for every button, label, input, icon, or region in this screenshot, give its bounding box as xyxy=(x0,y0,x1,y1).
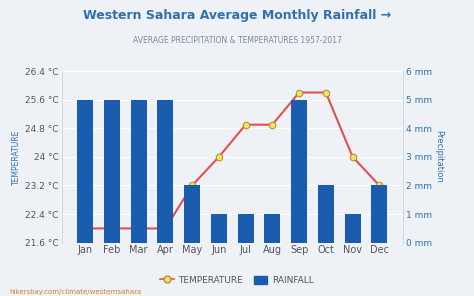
Y-axis label: TEMPERATURE: TEMPERATURE xyxy=(12,129,21,185)
Bar xyxy=(291,100,307,243)
Legend: TEMPERATURE, RAINFALL: TEMPERATURE, RAINFALL xyxy=(157,272,317,289)
Bar xyxy=(264,214,281,243)
Point xyxy=(162,226,169,231)
Point xyxy=(188,183,196,188)
Bar xyxy=(237,214,254,243)
Bar xyxy=(104,100,120,243)
Point xyxy=(295,90,303,95)
Bar xyxy=(157,100,173,243)
Y-axis label: Precipitation: Precipitation xyxy=(434,131,443,183)
Bar xyxy=(131,100,146,243)
Point xyxy=(322,90,329,95)
Point xyxy=(375,183,383,188)
Bar xyxy=(211,214,227,243)
Text: Western Sahara Average Monthly Rainfall →: Western Sahara Average Monthly Rainfall … xyxy=(83,9,391,22)
Bar xyxy=(345,214,361,243)
Point xyxy=(242,122,249,127)
Bar xyxy=(77,100,93,243)
Text: AVERAGE PRECIPITATION & TEMPERATURES 1957-2017: AVERAGE PRECIPITATION & TEMPERATURES 195… xyxy=(133,36,341,44)
Text: hikersbay.com/climate/westernsahara: hikersbay.com/climate/westernsahara xyxy=(9,289,142,295)
Bar xyxy=(318,186,334,243)
Point xyxy=(215,155,223,159)
Point xyxy=(108,226,116,231)
Point xyxy=(135,226,143,231)
Bar xyxy=(184,186,200,243)
Bar xyxy=(371,186,387,243)
Point xyxy=(82,226,89,231)
Point xyxy=(349,155,356,159)
Point xyxy=(269,122,276,127)
